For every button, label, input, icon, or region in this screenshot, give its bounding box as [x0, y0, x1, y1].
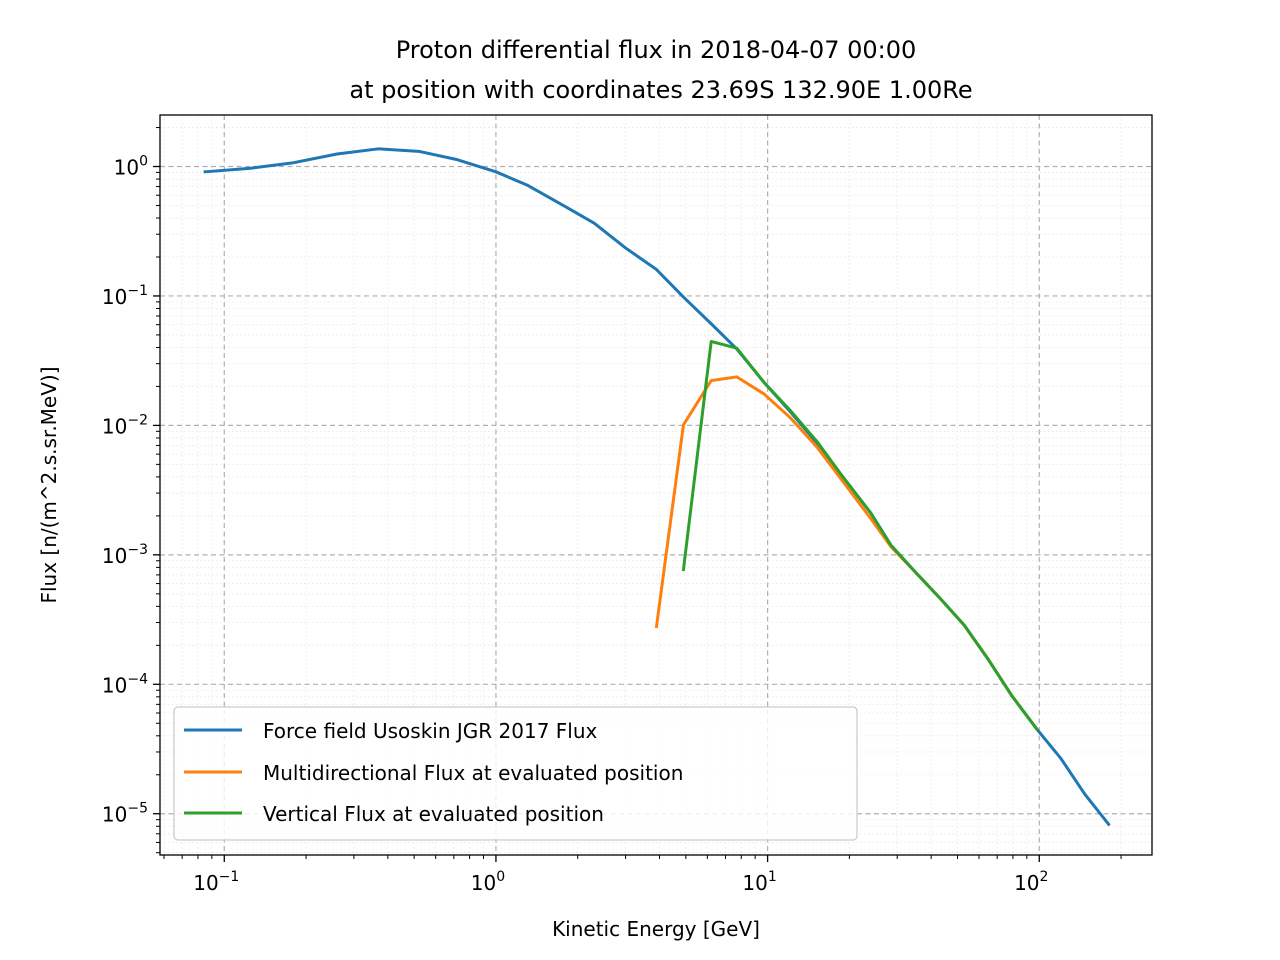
x-axis-label: Kinetic Energy [GeV] [552, 917, 760, 941]
chart-title-line-1: Proton differential flux in 2018-04-07 0… [396, 36, 917, 64]
x-tick-label: 10−1 [193, 869, 239, 895]
y-axis-label: Flux [n/(m^2.s.sr.MeV)] [37, 366, 61, 603]
chart-title-line-2: at position with coordinates 23.69S 132.… [349, 76, 972, 104]
legend-frame [173, 706, 858, 841]
y-tick-label: 10−5 [102, 801, 148, 827]
legend-label-force-field: Force field Usoskin JGR 2017 Flux [263, 719, 598, 743]
plot-frame [159, 114, 1153, 856]
legend: Force field Usoskin JGR 2017 Flux Multid… [173, 706, 858, 841]
y-tick-label: 10−1 [102, 283, 148, 309]
x-tick-label: 100 [471, 869, 505, 895]
x-tick-label: 102 [1014, 869, 1048, 895]
series-line-vertical [681, 339, 1039, 732]
legend-label-multidirectional: Multidirectional Flux at evaluated posit… [263, 761, 683, 785]
legend-label-vertical: Vertical Flux at evaluated position [263, 802, 604, 826]
ticks-layer: 10−1 100 101 102 100 10−1 10−2 10−3 10−4 10−5 [102, 127, 1122, 895]
x-tick-label: 101 [742, 869, 776, 895]
y-tick-label: 100 [114, 154, 148, 180]
y-tick-label: 10−2 [102, 412, 148, 438]
y-tick-label: 10−4 [102, 671, 148, 697]
series-layer [203, 147, 1111, 827]
y-tick-label: 10−3 [102, 542, 148, 568]
